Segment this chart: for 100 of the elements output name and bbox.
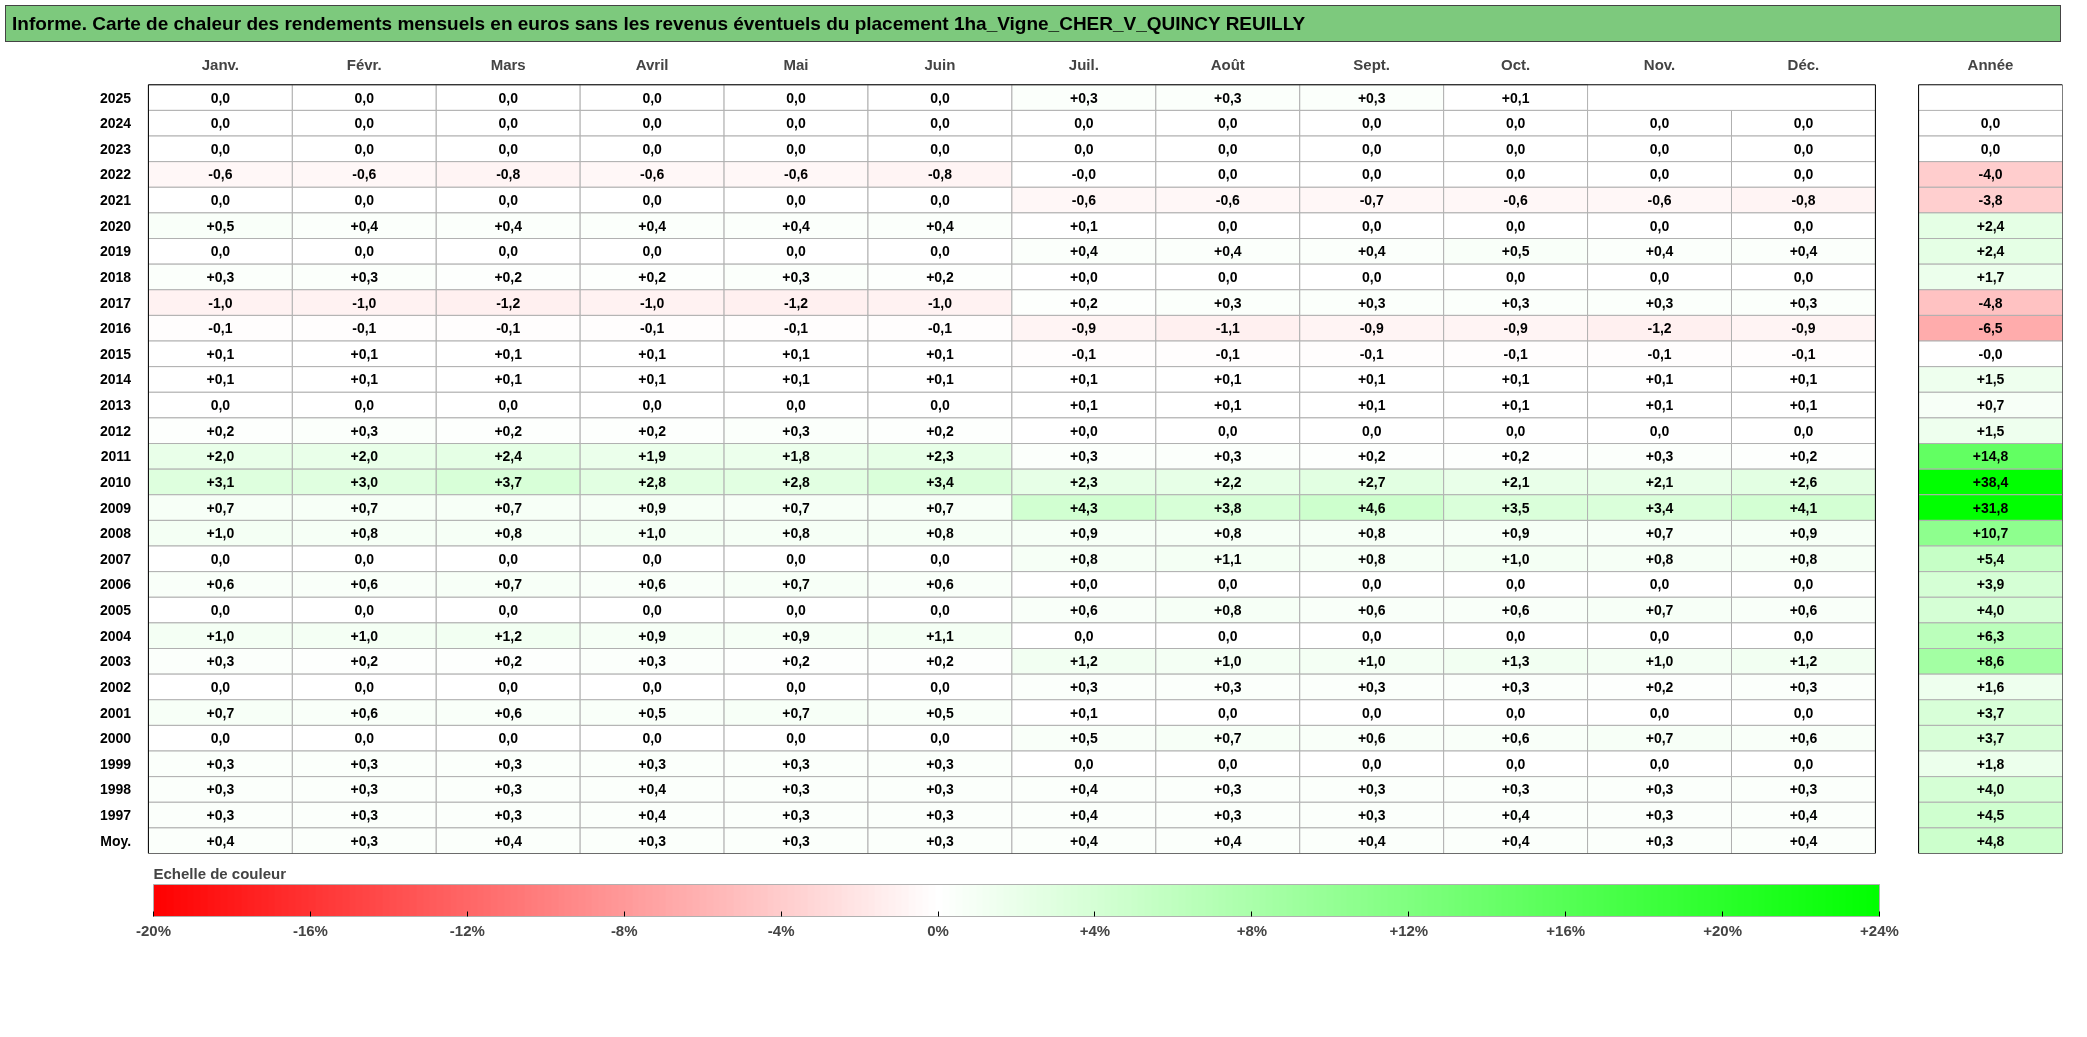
- data-label: 0,0: [210, 192, 231, 209]
- y-tick-label: 2007: [100, 550, 132, 567]
- data-label: +0,6: [1501, 602, 1530, 619]
- data-label: +1,0: [1501, 550, 1530, 567]
- data-label: -0,1: [352, 320, 377, 337]
- data-label: +0,7: [1645, 602, 1674, 619]
- color-bar-label: +16%: [1546, 921, 1586, 939]
- data-label: +0,3: [1789, 781, 1818, 798]
- data-label: +1,2: [1070, 653, 1098, 670]
- data-label: -1,1: [1215, 320, 1241, 337]
- data-label: +0,3: [1213, 448, 1242, 465]
- data-label: -0,7: [1359, 192, 1384, 209]
- data-label: 0,0: [642, 192, 663, 209]
- data-label: +0,8: [350, 525, 379, 542]
- data-label: 0,0: [1361, 627, 1382, 644]
- data-label: +0,1: [350, 371, 379, 388]
- data-label: +0,3: [1645, 832, 1674, 849]
- data-label: +0,2: [494, 422, 523, 439]
- data-label: +0,4: [494, 832, 523, 849]
- data-label: 0,0: [642, 89, 663, 106]
- data-label: -0,1: [1503, 345, 1528, 362]
- data-label: +0,4: [206, 832, 235, 849]
- data-label: +3,7: [1976, 704, 2005, 721]
- data-label: +1,2: [1789, 653, 1818, 670]
- data-label: +5,4: [1976, 550, 2005, 567]
- data-label: +0,3: [206, 653, 235, 670]
- data-label: -0,1: [783, 320, 809, 337]
- data-label: +31,8: [1972, 499, 2009, 516]
- data-label: 0,0: [786, 89, 806, 106]
- data-label: +0,3: [1501, 294, 1530, 311]
- data-label: +1,0: [638, 525, 667, 542]
- data-label: +0,1: [1070, 371, 1098, 388]
- data-label: +0,5: [926, 704, 954, 721]
- data-label: 0,0: [1361, 269, 1382, 286]
- data-label: +0,0: [1070, 269, 1098, 286]
- data-label: +3,8: [1213, 499, 1242, 516]
- data-label: +0,3: [1789, 294, 1818, 311]
- data-label: -6,5: [1978, 320, 2003, 337]
- y-tick-label: 2022: [100, 166, 132, 183]
- data-label: +0,3: [1501, 781, 1530, 798]
- data-label: 0,0: [1505, 115, 1526, 132]
- data-label: 0,0: [1505, 704, 1526, 721]
- data-label: 0,0: [1361, 576, 1382, 593]
- data-label: +3,4: [926, 474, 954, 491]
- data-label: +0,9: [1501, 525, 1530, 542]
- data-label: +3,1: [206, 474, 235, 491]
- data-label: 0,0: [1505, 166, 1526, 183]
- data-label: +0,2: [206, 422, 235, 439]
- data-label: +0,3: [1213, 294, 1242, 311]
- x-tick-label: Avril: [635, 55, 669, 73]
- data-label: +3,7: [494, 474, 523, 491]
- data-label: -1,0: [927, 294, 953, 311]
- data-label: 0,0: [354, 397, 375, 414]
- data-label: 0,0: [642, 115, 663, 132]
- data-label: 0,0: [1793, 755, 1814, 772]
- data-label: +4,1: [1789, 499, 1818, 516]
- y-tick-label: 2003: [100, 653, 132, 670]
- data-label: -0,8: [496, 166, 521, 183]
- data-label: 0,0: [354, 89, 375, 106]
- data-label: -0,6: [1647, 192, 1672, 209]
- data-label: -0,1: [1791, 345, 1816, 362]
- data-label: +0,8: [1213, 525, 1242, 542]
- data-label: +0,6: [1070, 602, 1098, 619]
- data-label: +0,3: [782, 422, 811, 439]
- data-label: +0,3: [350, 832, 379, 849]
- data-label: +0,5: [638, 704, 667, 721]
- data-label: +0,4: [1070, 781, 1098, 798]
- x-tick-label: Sept.: [1353, 55, 1391, 73]
- data-label: +0,3: [926, 755, 954, 772]
- data-label: +4,0: [1976, 781, 2005, 798]
- data-label: 0,0: [1649, 269, 1670, 286]
- data-label: -0,6: [640, 166, 665, 183]
- data-label: +0,4: [1357, 832, 1386, 849]
- data-label: +0,9: [1789, 525, 1818, 542]
- data-label: +0,1: [638, 345, 667, 362]
- data-label: +0,8: [494, 525, 523, 542]
- data-label: +1,0: [350, 627, 379, 644]
- data-label: 0,0: [1793, 166, 1814, 183]
- data-label: +2,1: [1501, 474, 1530, 491]
- data-label: +0,3: [1070, 448, 1098, 465]
- data-label: 0,0: [1505, 140, 1526, 157]
- data-label: -1,2: [1647, 320, 1672, 337]
- color-bar-label: +12%: [1389, 921, 1429, 939]
- data-label: 0,0: [498, 243, 519, 260]
- data-label: -0,6: [1503, 192, 1528, 209]
- data-label: 0,0: [930, 243, 950, 260]
- data-label: +0,7: [926, 499, 954, 516]
- data-label: +0,2: [1070, 294, 1098, 311]
- y-tick-label: 1999: [100, 755, 132, 772]
- data-label: +0,6: [350, 704, 379, 721]
- data-label: -0,1: [208, 320, 233, 337]
- data-label: +0,4: [1789, 807, 1818, 824]
- data-label: 0,0: [1793, 140, 1814, 157]
- data-label: +0,6: [1501, 730, 1530, 747]
- data-label: +0,4: [1501, 807, 1530, 824]
- data-label: 0,0: [1649, 627, 1670, 644]
- data-label: +0,1: [1070, 217, 1098, 234]
- data-label: +0,4: [1789, 243, 1818, 260]
- data-label: +0,3: [1357, 294, 1386, 311]
- data-label: +0,2: [494, 653, 523, 670]
